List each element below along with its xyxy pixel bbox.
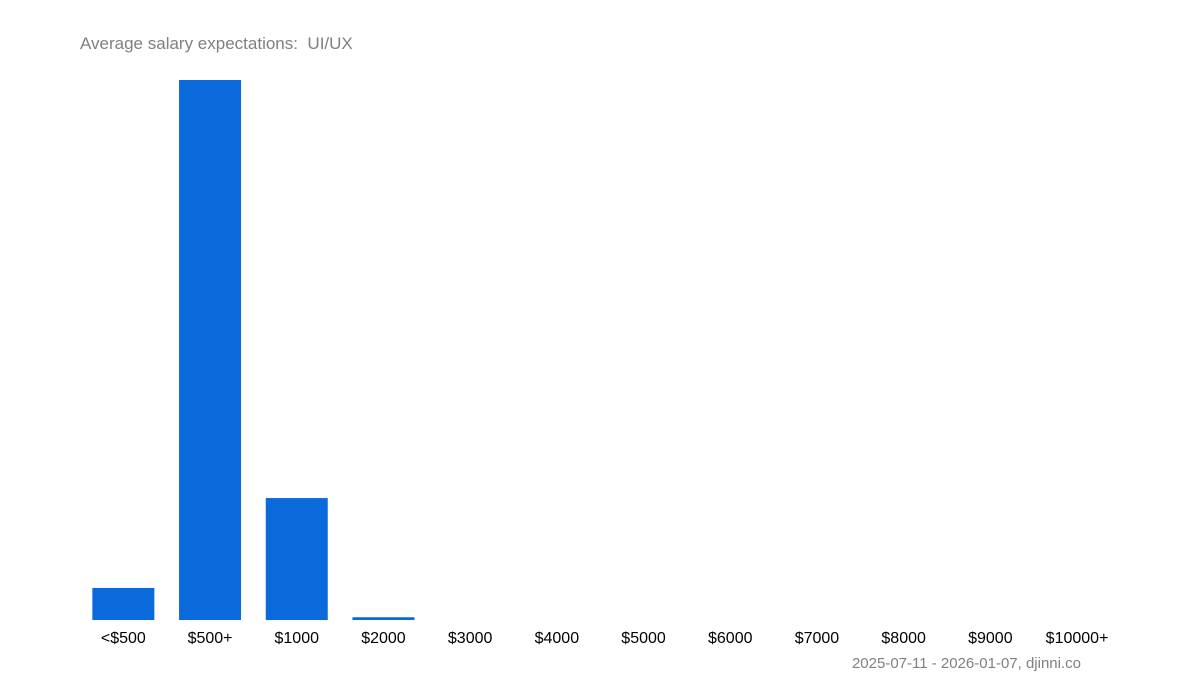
x-tick-label: $2000: [361, 630, 406, 647]
x-tick-label: $8000: [881, 630, 926, 647]
bar-0: [92, 587, 155, 620]
x-tick-label: $500+: [188, 630, 233, 647]
x-tick-label: $4000: [535, 630, 580, 647]
x-tick-label: $5000: [621, 630, 666, 647]
chart-title: Average salary expectations: UI/UX: [80, 34, 353, 53]
bar-3: [352, 617, 415, 620]
x-tick-label: $1000: [275, 630, 320, 647]
bar-1: [179, 80, 242, 620]
x-tick-label: $3000: [448, 630, 493, 647]
x-tick-label: <$500: [101, 630, 146, 647]
x-tick-label: $6000: [708, 630, 753, 647]
x-tick-label: $7000: [795, 630, 840, 647]
x-tick-label: $10000+: [1046, 630, 1109, 647]
x-tick-label: $9000: [968, 630, 1013, 647]
bar-2: [265, 498, 328, 620]
chart-footer: 2025-07-11 - 2026-01-07, djinni.co: [851, 655, 1081, 672]
